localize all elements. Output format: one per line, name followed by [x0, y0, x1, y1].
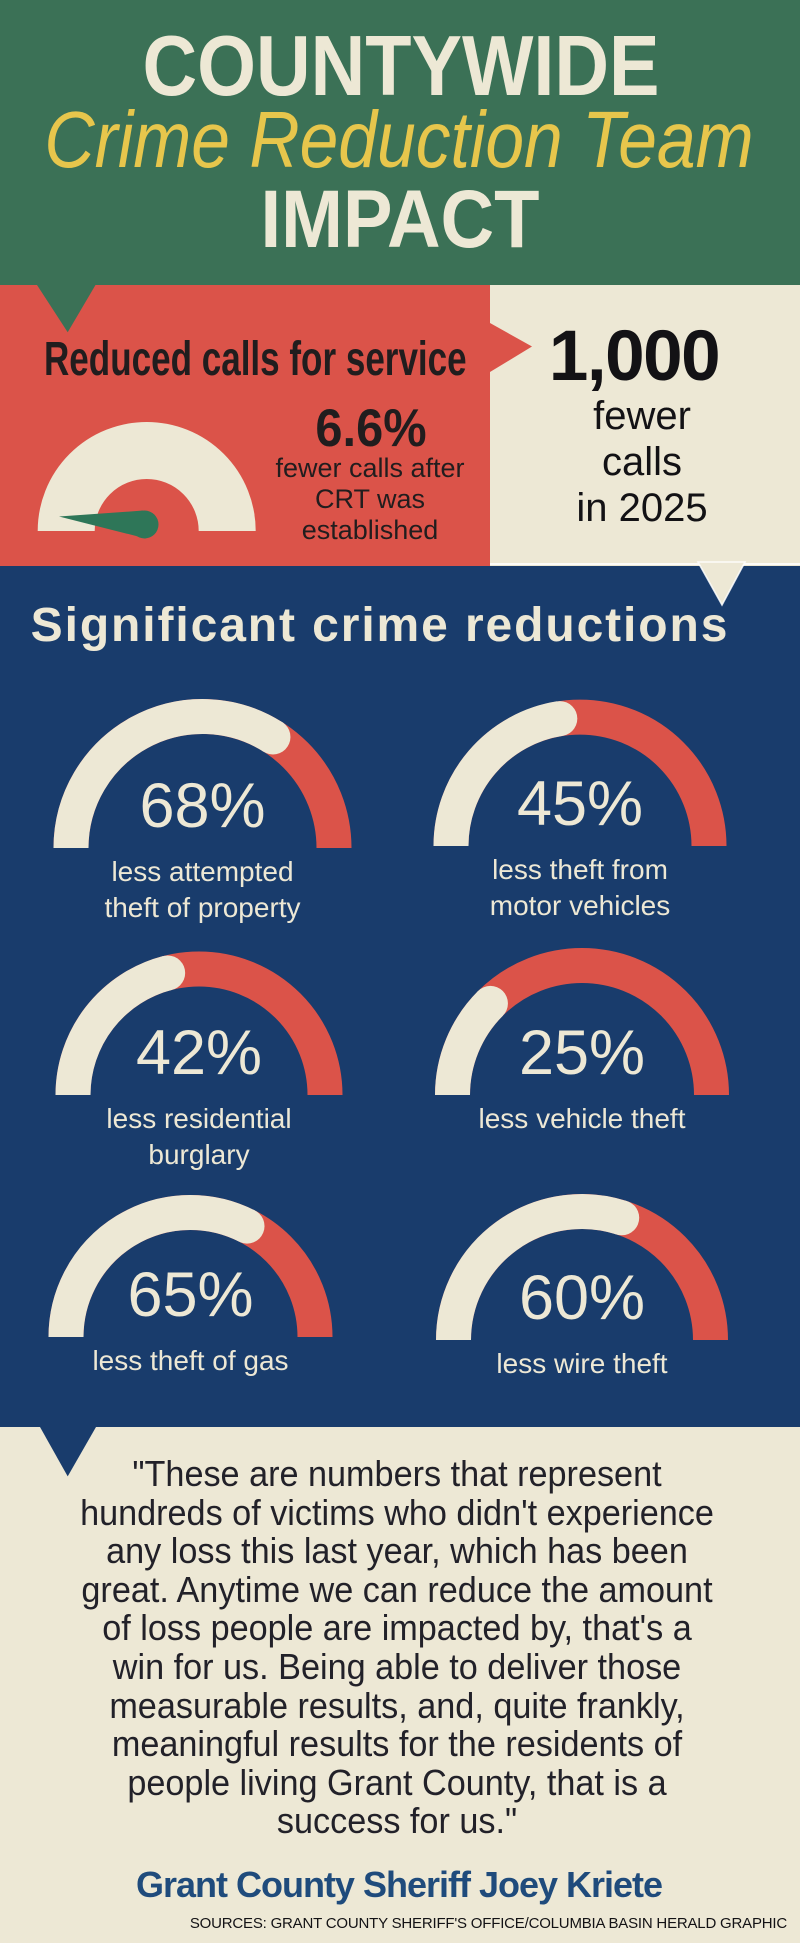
quote-section — [0, 1427, 800, 1943]
calls-stat-value: 6.6% — [315, 399, 427, 458]
gauge-value: 68% — [139, 771, 266, 841]
gauge-value: 60% — [518, 1263, 646, 1333]
calls-heading: Reduced calls for service — [44, 333, 467, 386]
gauge-value: 65% — [127, 1260, 254, 1330]
quote-attribution: Grant County Sheriff Joey Kriete — [135, 1864, 663, 1905]
reductions-heading: Significant crime reductions — [30, 599, 730, 652]
gauge-label: less vehicle theft — [478, 1103, 686, 1134]
header-section — [0, 0, 800, 285]
gauge-label: less wire theft — [496, 1348, 668, 1379]
gauge-label: less theft of gas — [92, 1345, 289, 1376]
gauge-value: 45% — [516, 769, 644, 839]
title-line-impact: IMPACT — [260, 174, 540, 265]
reductions-section — [0, 566, 800, 1427]
quote-text: "These are numbers that represent hundred… — [80, 1453, 714, 1842]
calls-section-cream-panel — [490, 285, 800, 562]
calls-stat-caption: fewer calls after CRT was established — [275, 453, 465, 545]
gauge-label: less residential burglary — [106, 1103, 292, 1170]
gauge-label: less theft from motor vehicles — [489, 854, 671, 921]
big-stat-caption: fewer calls in 2025 — [576, 394, 708, 530]
panel-divider-line — [490, 562, 800, 565]
gauge-value: 42% — [135, 1018, 263, 1088]
title-line-crime-reduction-team: Crime Reduction Team — [44, 95, 754, 184]
gauge-label: less attempted theft of property — [104, 856, 301, 923]
title-line-countywide: COUNTYWIDE — [142, 19, 660, 114]
big-stat-value: 1,000 — [548, 317, 721, 396]
gauge-value: 25% — [518, 1018, 646, 1088]
sources-credit: SOURCES: GRANT COUNTY SHERIFF'S OFFICE/C… — [189, 1915, 787, 1932]
